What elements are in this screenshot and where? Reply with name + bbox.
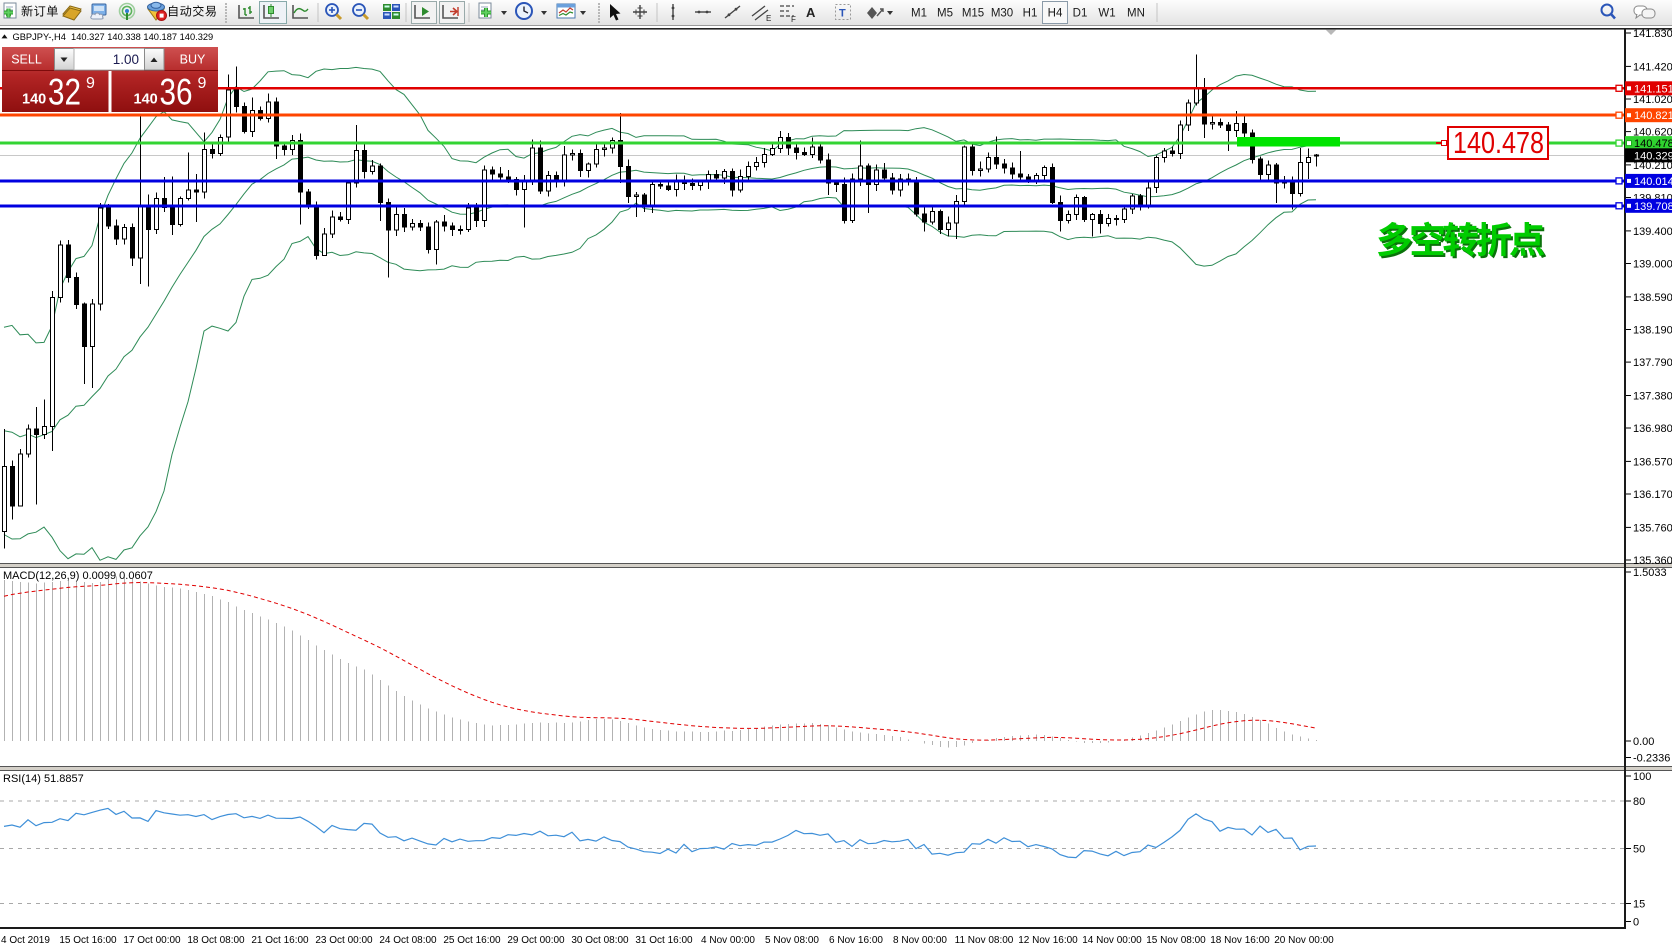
svg-text:12 Nov 16:00: 12 Nov 16:00 bbox=[1018, 935, 1078, 946]
svg-text:135.760: 135.760 bbox=[1633, 522, 1672, 534]
svg-text:25 Oct 16:00: 25 Oct 16:00 bbox=[443, 935, 501, 946]
svg-text:15: 15 bbox=[1633, 899, 1645, 911]
svg-text:F: F bbox=[791, 15, 796, 24]
svg-text:15 Nov 08:00: 15 Nov 08:00 bbox=[1146, 935, 1206, 946]
svg-text:6 Nov 16:00: 6 Nov 16:00 bbox=[829, 935, 883, 946]
svg-text:140.478: 140.478 bbox=[1634, 138, 1672, 150]
svg-text:D1: D1 bbox=[1073, 8, 1088, 20]
svg-text:M5: M5 bbox=[937, 8, 953, 20]
svg-text:SELL: SELL bbox=[11, 53, 42, 67]
svg-text:21 Oct 16:00: 21 Oct 16:00 bbox=[251, 935, 309, 946]
svg-text:A: A bbox=[806, 5, 816, 20]
svg-text:H4: H4 bbox=[1048, 8, 1063, 20]
svg-text:24 Oct 08:00: 24 Oct 08:00 bbox=[379, 935, 437, 946]
svg-text:136.170: 136.170 bbox=[1633, 489, 1672, 501]
svg-text:136.980: 136.980 bbox=[1633, 423, 1672, 435]
svg-text:141.020: 141.020 bbox=[1633, 94, 1672, 106]
svg-text:140.014: 140.014 bbox=[1634, 176, 1672, 188]
svg-text:0.00: 0.00 bbox=[1633, 736, 1654, 748]
svg-text:139.000: 139.000 bbox=[1633, 259, 1672, 271]
svg-text:9: 9 bbox=[198, 75, 207, 92]
svg-text:8 Nov 00:00: 8 Nov 00:00 bbox=[893, 935, 947, 946]
svg-text:20 Nov 00:00: 20 Nov 00:00 bbox=[1274, 935, 1334, 946]
svg-text:135.360: 135.360 bbox=[1633, 555, 1672, 567]
svg-text:1.5033: 1.5033 bbox=[1633, 567, 1667, 579]
svg-text:14 Nov 00:00: 14 Nov 00:00 bbox=[1082, 935, 1142, 946]
svg-text:31 Oct 16:00: 31 Oct 16:00 bbox=[635, 935, 693, 946]
svg-text:-0.2336: -0.2336 bbox=[1633, 753, 1670, 765]
svg-text:140.821: 140.821 bbox=[1634, 110, 1672, 122]
svg-text:4 Oct 2019: 4 Oct 2019 bbox=[1, 935, 50, 946]
svg-text:36: 36 bbox=[160, 72, 193, 113]
svg-text:140.620: 140.620 bbox=[1633, 127, 1672, 139]
svg-text:138.590: 138.590 bbox=[1633, 292, 1672, 304]
svg-text:140: 140 bbox=[134, 92, 158, 108]
svg-text:18 Nov 16:00: 18 Nov 16:00 bbox=[1210, 935, 1270, 946]
svg-text:W1: W1 bbox=[1098, 8, 1115, 20]
svg-text:MACD(12,26,9) 0.0099 0.0607: MACD(12,26,9) 0.0099 0.0607 bbox=[3, 570, 153, 582]
svg-text:1.00: 1.00 bbox=[113, 52, 139, 67]
svg-text:32: 32 bbox=[48, 72, 81, 113]
svg-text:140.210: 140.210 bbox=[1633, 160, 1672, 172]
svg-text:E: E bbox=[766, 14, 771, 23]
svg-text:23 Oct 00:00: 23 Oct 00:00 bbox=[315, 935, 373, 946]
svg-text:100: 100 bbox=[1633, 771, 1651, 783]
svg-text:0: 0 bbox=[1633, 917, 1639, 929]
svg-text:141.830: 141.830 bbox=[1633, 28, 1672, 40]
svg-text:4 Nov 00:00: 4 Nov 00:00 bbox=[701, 935, 755, 946]
svg-text:H1: H1 bbox=[1023, 8, 1038, 20]
svg-text:18 Oct 08:00: 18 Oct 08:00 bbox=[187, 935, 245, 946]
svg-text:137.790: 137.790 bbox=[1633, 357, 1672, 369]
svg-text:140.478: 140.478 bbox=[1453, 125, 1544, 160]
svg-text:M30: M30 bbox=[991, 8, 1013, 20]
svg-text:15 Oct 16:00: 15 Oct 16:00 bbox=[59, 935, 117, 946]
svg-text:140.329: 140.329 bbox=[1634, 150, 1672, 162]
svg-text:139.708: 139.708 bbox=[1634, 201, 1672, 213]
svg-text:BUY: BUY bbox=[180, 53, 206, 67]
svg-text:11 Nov 08:00: 11 Nov 08:00 bbox=[955, 935, 1014, 946]
svg-text:M1: M1 bbox=[911, 8, 927, 20]
svg-text:139.400: 139.400 bbox=[1633, 226, 1672, 238]
svg-text:RSI(14) 51.8857: RSI(14) 51.8857 bbox=[3, 773, 84, 785]
svg-text:T: T bbox=[839, 8, 846, 20]
svg-text:MN: MN bbox=[1127, 8, 1145, 20]
svg-text:138.190: 138.190 bbox=[1633, 325, 1672, 337]
svg-text:30 Oct 08:00: 30 Oct 08:00 bbox=[571, 935, 629, 946]
svg-text:137.380: 137.380 bbox=[1633, 391, 1672, 403]
svg-text:136.570: 136.570 bbox=[1633, 456, 1672, 468]
svg-text:17 Oct 00:00: 17 Oct 00:00 bbox=[123, 935, 181, 946]
svg-text:29 Oct 00:00: 29 Oct 00:00 bbox=[507, 935, 565, 946]
svg-text:50: 50 bbox=[1633, 844, 1645, 856]
svg-text:141.420: 141.420 bbox=[1633, 61, 1672, 73]
svg-text:M15: M15 bbox=[962, 8, 984, 20]
svg-text:GBPJPY-,H4 140.327 140.338 14: GBPJPY-,H4 140.327 140.338 140.187 140.3… bbox=[13, 32, 214, 42]
svg-text:140: 140 bbox=[22, 92, 46, 108]
svg-text:9: 9 bbox=[86, 75, 95, 92]
svg-text:5 Nov 08:00: 5 Nov 08:00 bbox=[765, 935, 819, 946]
svg-text:80: 80 bbox=[1633, 796, 1645, 808]
svg-text:141.151: 141.151 bbox=[1634, 83, 1672, 95]
